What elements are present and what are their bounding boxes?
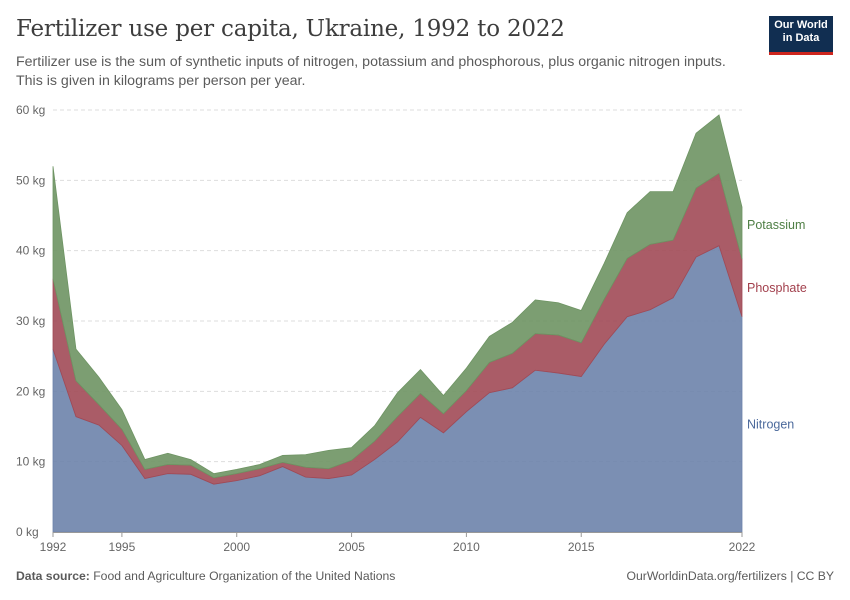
area-potassium	[52, 114, 743, 479]
x-tick-label: 2000	[223, 540, 250, 554]
logo-line-2: in Data	[782, 31, 820, 44]
series-label-potassium: Potassium	[747, 218, 805, 232]
data-source-text[interactable]: Food and Agriculture Organization of the…	[93, 569, 396, 583]
stacked-area-chart: 0 kg 10 kg 20 kg 30 kg 40 kg 50 kg 60 kg 1992 19…	[16, 103, 807, 554]
x-tick-label: 2015	[568, 540, 595, 554]
x-tick-label: 2022	[729, 540, 756, 554]
series-label-nitrogen: Nitrogen	[747, 417, 794, 431]
x-tick-label: 2010	[453, 540, 480, 554]
y-tick-label: 40 kg	[16, 244, 45, 258]
x-tick-label: 1995	[109, 540, 136, 554]
series-label-phosphate: Phosphate	[747, 281, 807, 295]
chart-title: Fertilizer use per capita, Ukraine, 1992…	[16, 16, 565, 42]
x-tick-label: 1992	[40, 540, 67, 554]
x-tick-label: 2005	[338, 540, 365, 554]
y-tick-label: 20 kg	[16, 384, 45, 398]
y-tick-label: 50 kg	[16, 173, 45, 187]
chart-subtitle: Fertilizer use is the sum of synthetic i…	[16, 54, 726, 89]
data-source-label: Data source:	[16, 569, 90, 583]
data-source: Data source: Food and Agriculture Organi…	[16, 569, 395, 583]
logo-line-1: Our World	[774, 19, 828, 31]
y-tick-label: 60 kg	[16, 103, 45, 117]
owid-logo[interactable]: Our World in Data	[769, 16, 833, 55]
y-tick-label: 0 kg	[16, 525, 39, 539]
credit-link[interactable]: OurWorldinData.org/fertilizers | CC BY	[626, 569, 834, 583]
y-tick-label: 10 kg	[16, 455, 45, 469]
y-tick-label: 30 kg	[16, 314, 45, 328]
